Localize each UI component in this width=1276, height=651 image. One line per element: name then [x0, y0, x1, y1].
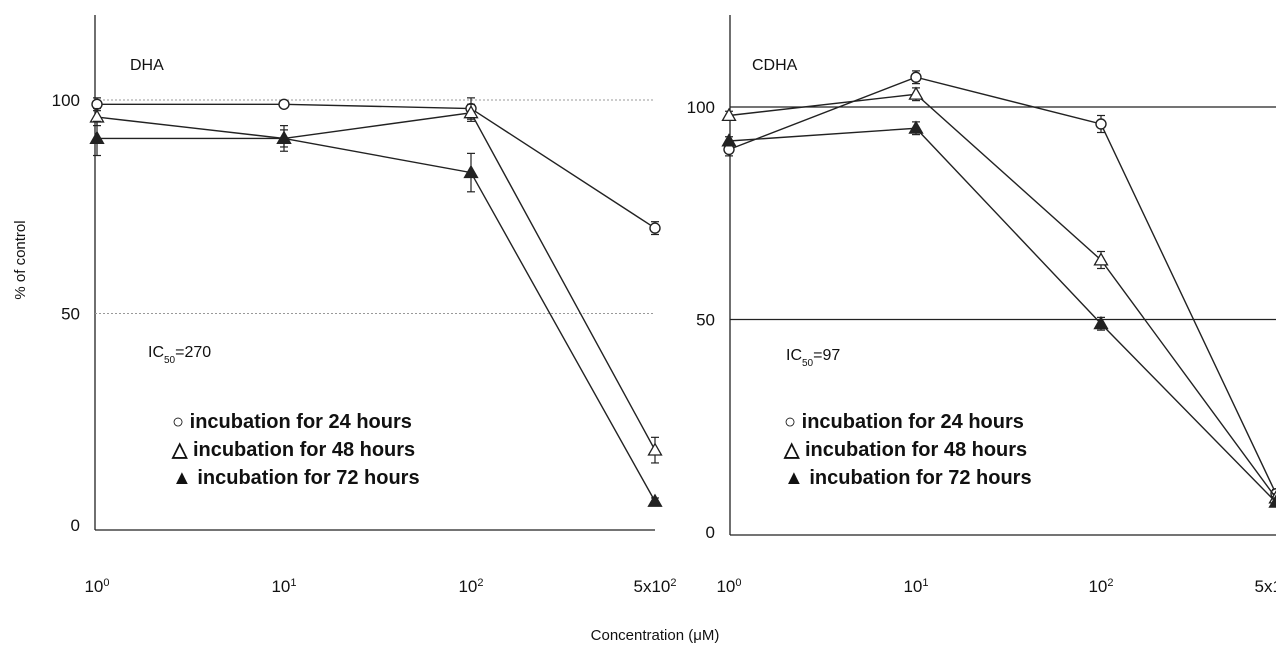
data-point: [649, 222, 661, 234]
y-tick-label: 50: [61, 305, 80, 324]
legend-entry: ○ incubation for 24 hours: [784, 411, 1024, 433]
legend-entry: ▲ incubation for 72 hours: [784, 467, 1032, 489]
data-point: [463, 164, 479, 179]
data-point: [908, 86, 924, 100]
series-line: [96, 112, 656, 451]
legend-entry: ▲ incubation for 72 hours: [172, 467, 420, 489]
series-line: [728, 76, 1276, 495]
ic50-annotation: IC50=270: [148, 344, 211, 366]
data-point: [908, 120, 924, 134]
chart-cdha: 0 50 100 100 101 102 5x102 CDHA IC50=97 ○ incubat…: [687, 15, 1276, 596]
data-point: [1093, 315, 1109, 330]
ic50-annotation: IC50=97: [786, 347, 840, 369]
data-point: [463, 104, 479, 119]
x-tick-label: 100: [84, 577, 109, 596]
chart-dha: 0 50 100 100 101 102 5x102 DHA IC50=270 ○ incubat…: [52, 15, 677, 596]
data-point: [1268, 494, 1276, 508]
x-tick-label: 5x102: [1255, 577, 1276, 596]
series-line: [728, 127, 1276, 503]
series-line: [97, 103, 656, 229]
legend-entry: △ incubation for 48 hours: [171, 439, 415, 461]
data-point: [89, 109, 105, 123]
x-tick-label: 102: [458, 577, 483, 596]
x-tick-label: 5x102: [634, 577, 677, 596]
legend-entry: △ incubation for 48 hours: [783, 439, 1027, 461]
y-tick-label: 100: [687, 98, 715, 117]
data-point: [647, 493, 663, 507]
chart-title: DHA: [130, 57, 164, 74]
data-point: [91, 98, 103, 110]
y-axis-title: % of control: [12, 220, 29, 299]
series-line: [97, 137, 656, 502]
data-point: [1095, 118, 1107, 130]
series-line: [728, 93, 1276, 499]
y-tick-label: 100: [52, 91, 80, 110]
x-tick-label: 102: [1088, 577, 1113, 596]
data-point: [1093, 252, 1109, 266]
y-tick-label: 50: [696, 311, 715, 330]
x-tick-label: 100: [716, 577, 741, 596]
legend-entry: ○ incubation for 24 hours: [172, 411, 412, 433]
data-point: [721, 107, 737, 122]
data-point: [278, 98, 290, 110]
data-point: [89, 130, 105, 144]
x-tick-label: 101: [271, 577, 296, 596]
x-axis-title: Concentration (μM): [591, 627, 720, 644]
chart-title: CDHA: [752, 57, 798, 74]
data-point: [647, 442, 663, 456]
y-tick-label: 0: [71, 516, 80, 535]
data-point: [910, 71, 922, 83]
data-point: [721, 133, 737, 147]
y-tick-label: 0: [706, 523, 715, 542]
data-point: [276, 130, 292, 144]
x-tick-label: 101: [903, 577, 928, 596]
